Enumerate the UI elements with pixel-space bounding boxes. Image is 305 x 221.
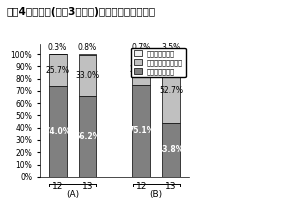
- Text: 74.0%: 74.0%: [45, 127, 71, 136]
- Text: 52.7%: 52.7%: [159, 86, 183, 95]
- Bar: [132, 55, 150, 85]
- Text: 66.2%: 66.2%: [74, 132, 101, 141]
- Text: 3.5%: 3.5%: [162, 43, 181, 52]
- Bar: [78, 54, 96, 55]
- Bar: [132, 85, 150, 177]
- Bar: [162, 54, 180, 58]
- Text: 75.1%: 75.1%: [128, 126, 154, 135]
- Bar: [48, 54, 66, 86]
- Text: (A): (A): [66, 190, 79, 199]
- Legend: 縮小・撤退する, 現状程度を維持する, 強化・拡大する: 縮小・撤退する, 現状程度を維持する, 強化・拡大する: [131, 48, 186, 78]
- Bar: [78, 95, 96, 177]
- Text: 0.7%: 0.7%: [132, 43, 151, 52]
- Text: 25.7%: 25.7%: [45, 66, 70, 75]
- Text: 33.0%: 33.0%: [75, 71, 99, 80]
- Text: (B): (B): [150, 190, 163, 199]
- Bar: [162, 123, 180, 177]
- Text: 図表4　中期的(今後3年程度)な中国事業の見通し: 図表4 中期的(今後3年程度)な中国事業の見通し: [6, 7, 155, 17]
- Bar: [48, 86, 66, 177]
- Bar: [132, 54, 150, 55]
- Bar: [162, 58, 180, 123]
- Text: 24.2%: 24.2%: [129, 65, 153, 74]
- Text: 0.3%: 0.3%: [48, 43, 67, 52]
- Bar: [78, 55, 96, 95]
- Text: 43.8%: 43.8%: [158, 145, 184, 154]
- Text: 0.8%: 0.8%: [78, 43, 97, 52]
